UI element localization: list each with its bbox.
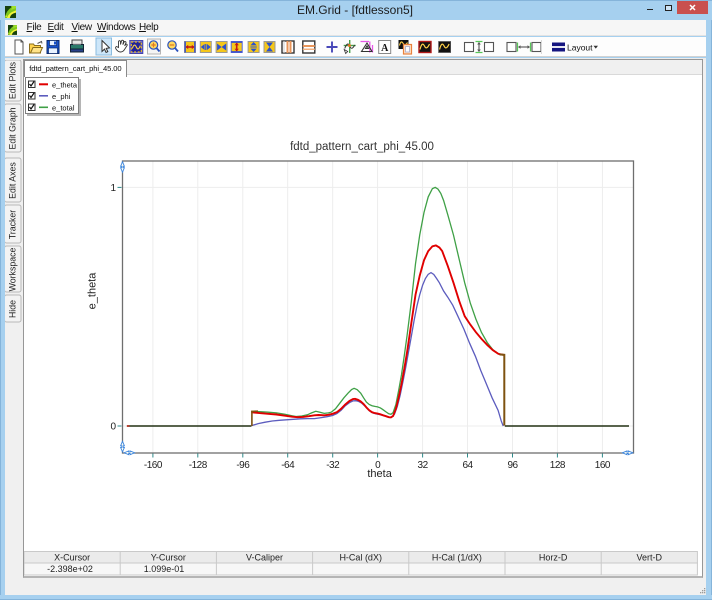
svg-text:0: 0 [110,422,116,433]
svg-text:A: A [381,43,389,54]
svg-text:-2.398e+02: -2.398e+02 [47,563,93,573]
svg-text:Edit Plots: Edit Plots [8,61,18,99]
svg-text:32: 32 [418,460,429,471]
svg-text:96: 96 [507,460,518,471]
svg-text:128: 128 [550,460,566,471]
svg-text:64: 64 [462,460,473,471]
svg-text:Hide: Hide [8,299,18,317]
svg-text:X-Cursor: X-Cursor [54,552,90,562]
svg-text:e_theta: e_theta [87,272,99,310]
svg-text:1.099e-01: 1.099e-01 [143,563,184,573]
svg-text:160: 160 [595,460,611,471]
svg-text:Horz-D: Horz-D [538,552,567,562]
svg-text:fdtd_pattern_cart_phi_45.00: fdtd_pattern_cart_phi_45.00 [290,141,434,153]
svg-text:e_total: e_total [52,103,75,112]
svg-text:Edit Graph: Edit Graph [8,107,18,149]
svg-text:-96: -96 [236,460,250,471]
svg-text:-128: -128 [189,460,208,471]
svg-text:H-Cal (1/dX): H-Cal (1/dX) [431,552,481,562]
svg-text:Tracker: Tracker [8,209,18,239]
svg-text:-64: -64 [281,460,295,471]
svg-text:theta: theta [367,468,392,480]
svg-text:Layout: Layout [567,43,593,53]
svg-text:0: 0 [375,460,381,471]
svg-text:H-Cal (dX): H-Cal (dX) [339,552,382,562]
svg-text:-32: -32 [326,460,340,471]
svg-text:1: 1 [110,183,116,194]
svg-text:V-Caliper: V-Caliper [246,552,283,562]
svg-text:e_theta: e_theta [52,80,78,89]
svg-text:e_phi: e_phi [52,91,71,100]
svg-text:Vert-D: Vert-D [636,552,662,562]
svg-text:-160: -160 [144,460,163,471]
svg-text:Workspace: Workspace [8,247,18,291]
svg-text:Y-Cursor: Y-Cursor [150,552,185,562]
svg-text:Edit Axes: Edit Axes [8,161,18,198]
